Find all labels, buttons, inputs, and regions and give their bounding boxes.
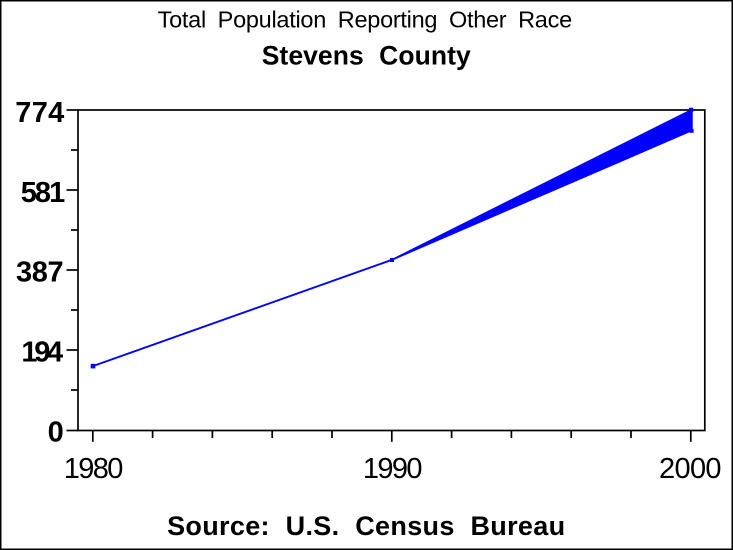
- svg-text:Total Population Reporting Oth: Total Population Reporting Other Race: [158, 6, 573, 32]
- svg-text:Stevens County: Stevens County: [262, 41, 471, 71]
- svg-text:2000: 2000: [659, 453, 722, 485]
- svg-text:581: 581: [21, 177, 66, 209]
- svg-text:0: 0: [48, 417, 64, 449]
- svg-text:387: 387: [16, 257, 64, 289]
- svg-text:1980: 1980: [64, 453, 124, 485]
- svg-text:774: 774: [15, 97, 64, 129]
- svg-text:194: 194: [21, 337, 63, 369]
- svg-text:1990: 1990: [363, 453, 423, 485]
- svg-text:Source: U.S. Census Bureau: Source: U.S. Census Bureau: [167, 511, 565, 541]
